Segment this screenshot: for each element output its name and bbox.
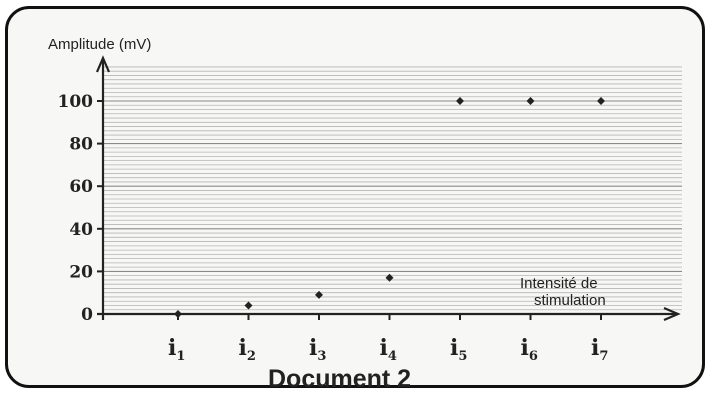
x-axis-arrow bbox=[663, 306, 681, 322]
chart-caption: Document 2 bbox=[268, 365, 411, 393]
chart-frame bbox=[5, 6, 705, 388]
x-tick-subscript: 3 bbox=[317, 349, 326, 364]
x-tick-label: i6 bbox=[521, 335, 538, 364]
axes bbox=[95, 55, 681, 322]
data-point bbox=[456, 97, 464, 105]
x-tick-label: i7 bbox=[591, 335, 608, 364]
y-tick-labels: 0 20 40 60 80 100 bbox=[58, 92, 103, 325]
data-points bbox=[174, 97, 605, 318]
data-point bbox=[174, 310, 182, 318]
y-tick-label: 80 bbox=[69, 135, 93, 155]
data-point bbox=[526, 97, 535, 105]
y-tick-label: 0 bbox=[81, 305, 93, 325]
x-tick-label: i3 bbox=[309, 335, 326, 364]
x-axis-label-line1: Intensité de bbox=[520, 275, 598, 292]
x-tick-subscript: 6 bbox=[529, 349, 538, 364]
x-tick-label: i5 bbox=[450, 335, 467, 364]
y-tick-label: 60 bbox=[69, 177, 93, 197]
x-tick-subscript: 5 bbox=[458, 349, 467, 364]
x-tick-label: i4 bbox=[380, 335, 397, 364]
y-tick-label: 100 bbox=[58, 92, 94, 112]
data-point bbox=[597, 97, 605, 105]
gridlines bbox=[103, 66, 682, 311]
x-tick-subscript: 1 bbox=[176, 349, 185, 364]
x-tick-subscript: 4 bbox=[388, 349, 397, 364]
x-tick-subscript: 2 bbox=[247, 349, 256, 364]
y-tick-label: 20 bbox=[69, 262, 93, 282]
x-tick-label: i1 bbox=[168, 335, 185, 364]
x-tick-label: i2 bbox=[239, 335, 256, 364]
y-axis-arrow bbox=[95, 55, 111, 73]
data-point bbox=[315, 290, 323, 299]
x-tick-subscript: 7 bbox=[599, 349, 608, 364]
y-tick-label: 40 bbox=[69, 220, 93, 240]
y-axis-label: Amplitude (mV) bbox=[48, 36, 151, 53]
data-point bbox=[244, 301, 253, 310]
x-tick-labels: i1 i2 i3 i4 i5 i6 i7 bbox=[168, 314, 608, 364]
data-point bbox=[385, 273, 394, 282]
x-axis-label-line2: stimulation bbox=[534, 292, 606, 309]
